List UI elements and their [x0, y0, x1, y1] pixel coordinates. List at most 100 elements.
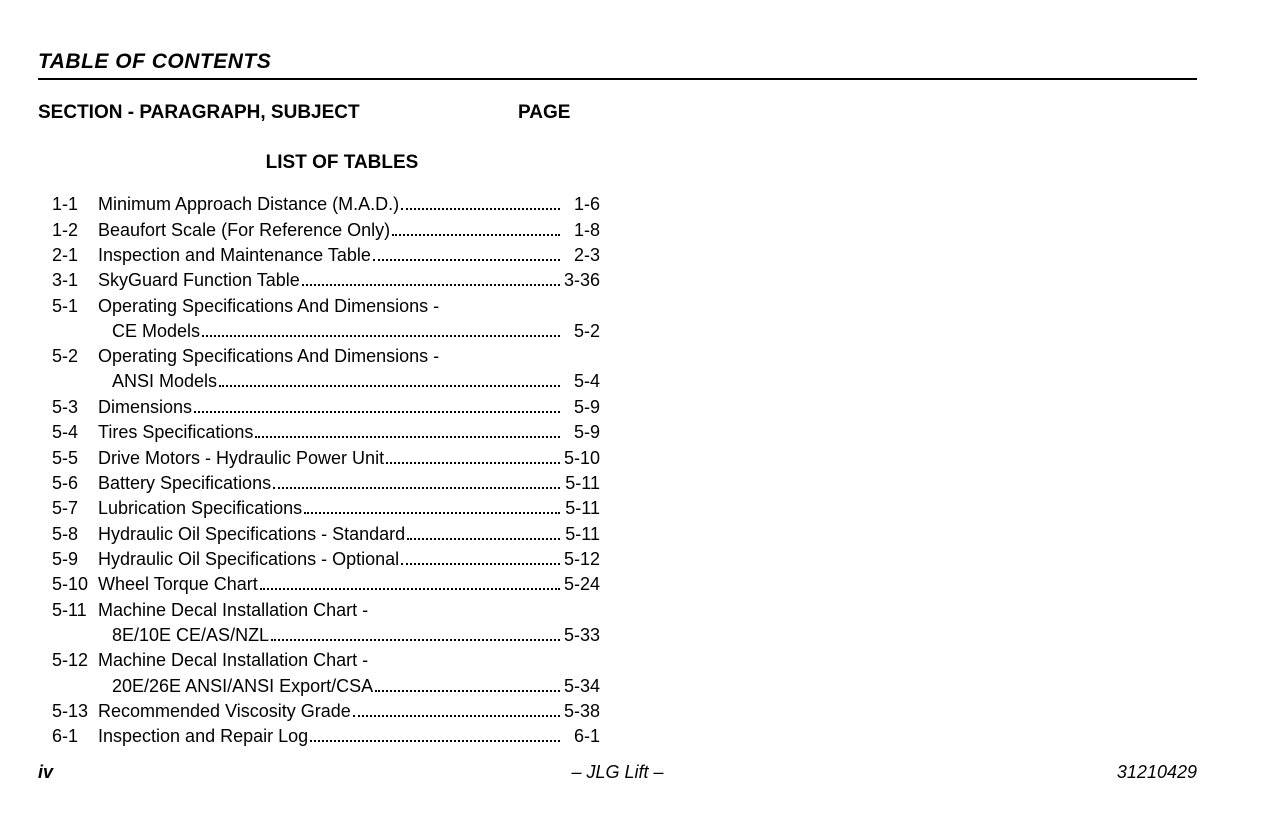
footer-center: – JLG Lift –: [571, 762, 663, 783]
toc-dot-leader: [386, 445, 560, 463]
toc-entry-text: Machine Decal Installation Chart -: [98, 598, 368, 623]
toc-dot-leader: [401, 192, 560, 210]
toc-entry-continuation: CE Models 5-2: [52, 319, 600, 344]
toc-entry: 5-8Hydraulic Oil Specifications - Standa…: [52, 522, 600, 547]
toc-entry-text: Hydraulic Oil Specifications - Optional: [98, 547, 399, 572]
toc-dot-leader: [202, 319, 560, 337]
toc-entry-text: CE Models: [98, 319, 200, 344]
toc-dot-leader: [375, 673, 560, 691]
toc-entry-text: Recommended Viscosity Grade: [98, 699, 351, 724]
toc-entry-continuation: 20E/26E ANSI/ANSI Export/CSA 5-34: [52, 673, 600, 698]
toc-entry-number: 1-1: [52, 192, 98, 217]
toc-entry: 5-13Recommended Viscosity Grade 5-38: [52, 699, 600, 724]
toc-entry-text: Hydraulic Oil Specifications - Standard: [98, 522, 405, 547]
toc-entry-page: 3-36: [562, 268, 600, 293]
toc-entry-text: Drive Motors - Hydraulic Power Unit: [98, 446, 384, 471]
toc-entries: 1-1Minimum Approach Distance (M.A.D.) 1-6…: [52, 192, 600, 750]
toc-dot-leader: [271, 623, 560, 641]
toc-dot-leader: [401, 547, 560, 565]
toc-dot-leader: [273, 471, 560, 489]
toc-entry-text: Operating Specifications And Dimensions …: [98, 344, 439, 369]
toc-entry-page: 5-9: [562, 395, 600, 420]
toc-entry-text: Machine Decal Installation Chart -: [98, 648, 368, 673]
toc-dot-leader: [407, 522, 560, 540]
toc-entry-page: 1-8: [562, 218, 600, 243]
toc-entry-number: 3-1: [52, 268, 98, 293]
toc-entry-page: 5-11: [562, 496, 600, 521]
toc-entry-continuation: 8E/10E CE/AS/NZL 5-33: [52, 623, 600, 648]
toc-dot-leader: [392, 217, 560, 235]
toc-entry-number: 5-12: [52, 648, 98, 673]
toc-entry: 1-2Beaufort Scale (For Reference Only) 1-…: [52, 217, 600, 242]
toc-entry: 2-1Inspection and Maintenance Table 2-3: [52, 243, 600, 268]
toc-entry-text: 8E/10E CE/AS/NZL: [98, 623, 269, 648]
toc-dot-leader: [302, 268, 560, 286]
toc-entry-text: SkyGuard Function Table: [98, 268, 300, 293]
footer-page-number: iv: [38, 762, 53, 783]
toc-entry-text: 20E/26E ANSI/ANSI Export/CSA: [98, 674, 373, 699]
toc-entry-text: Wheel Torque Chart: [98, 572, 258, 597]
toc-entry-number: 1-2: [52, 218, 98, 243]
toc-entry-text: ANSI Models: [98, 369, 217, 394]
toc-entry-number: 6-1: [52, 724, 98, 749]
toc-entry-number: 5-2: [52, 344, 98, 369]
toc-entry: 5-10Wheel Torque Chart5-24: [52, 572, 600, 597]
toc-entry: 1-1Minimum Approach Distance (M.A.D.) 1-6: [52, 192, 600, 217]
toc-entry: 5-9Hydraulic Oil Specifications - Option…: [52, 547, 600, 572]
document-page: TABLE OF CONTENTS SECTION - PARAGRAPH, S…: [0, 0, 1275, 825]
toc-entry-page: 5-4: [562, 369, 600, 394]
toc-entry-page: 2-3: [562, 243, 600, 268]
list-of-tables-title: LIST OF TABLES: [52, 152, 632, 174]
toc-entry-text: Lubrication Specifications: [98, 496, 302, 521]
toc-entry-page: 5-33: [562, 623, 600, 648]
toc-dot-leader: [255, 420, 560, 438]
toc-entry-text: Operating Specifications And Dimensions …: [98, 294, 439, 319]
toc-entry-page: 5-10: [562, 446, 600, 471]
toc-entry-page: 5-2: [562, 319, 600, 344]
page-footer: iv – JLG Lift – 31210429: [38, 762, 1197, 783]
toc-entry-page: 6-1: [562, 724, 600, 749]
toc-entry: 3-1SkyGuard Function Table 3-36: [52, 268, 600, 293]
footer-doc-number: 31210429: [1117, 762, 1197, 783]
toc-entry-text: Dimensions: [98, 395, 192, 420]
toc-entry-number: 5-7: [52, 496, 98, 521]
toc-entry-number: 5-6: [52, 471, 98, 496]
toc-entry-text: Minimum Approach Distance (M.A.D.): [98, 192, 399, 217]
toc-entry-text: Inspection and Maintenance Table: [98, 243, 371, 268]
toc-entry-text: Tires Specifications: [98, 420, 253, 445]
toc-entry-number: 5-9: [52, 547, 98, 572]
toc-header-right: PAGE: [518, 102, 578, 124]
toc-header-row: SECTION - PARAGRAPH, SUBJECT PAGE: [38, 102, 1197, 124]
toc-entry: 5-11Machine Decal Installation Chart -: [52, 598, 600, 623]
toc-dot-leader: [310, 724, 560, 742]
toc-entry-number: 5-1: [52, 294, 98, 319]
toc-dot-leader: [219, 369, 560, 387]
toc-entry-page: 1-6: [562, 192, 600, 217]
toc-entry-number: 5-8: [52, 522, 98, 547]
toc-dot-leader: [194, 395, 560, 413]
toc-entry-number: 2-1: [52, 243, 98, 268]
toc-entry-number: 5-3: [52, 395, 98, 420]
toc-entry: 5-6Battery Specifications5-11: [52, 471, 600, 496]
toc-entry: 5-5Drive Motors - Hydraulic Power Unit 5-…: [52, 445, 600, 470]
toc-entry-page: 5-34: [562, 674, 600, 699]
toc-dot-leader: [304, 496, 560, 514]
toc-entry-page: 5-38: [562, 699, 600, 724]
toc-entry-text: Beaufort Scale (For Reference Only): [98, 218, 390, 243]
toc-dot-leader: [260, 572, 560, 590]
toc-entry-number: 5-5: [52, 446, 98, 471]
toc-dot-leader: [373, 243, 560, 261]
toc-entry: 5-7Lubrication Specifications 5-11: [52, 496, 600, 521]
toc-header-left: SECTION - PARAGRAPH, SUBJECT: [38, 102, 518, 124]
page-title: TABLE OF CONTENTS: [38, 50, 1197, 80]
toc-entry-number: 5-4: [52, 420, 98, 445]
toc-entry-text: Battery Specifications: [98, 471, 271, 496]
toc-entry: 6-1Inspection and Repair Log6-1: [52, 724, 600, 749]
toc-entry-page: 5-11: [562, 522, 600, 547]
toc-entry-page: 5-9: [562, 420, 600, 445]
toc-entry: 5-2Operating Specifications And Dimensio…: [52, 344, 600, 369]
toc-entry-number: 5-10: [52, 572, 98, 597]
toc-entry-number: 5-11: [52, 598, 98, 623]
toc-entry-number: 5-13: [52, 699, 98, 724]
toc-entry: 5-4Tires Specifications 5-9: [52, 420, 600, 445]
